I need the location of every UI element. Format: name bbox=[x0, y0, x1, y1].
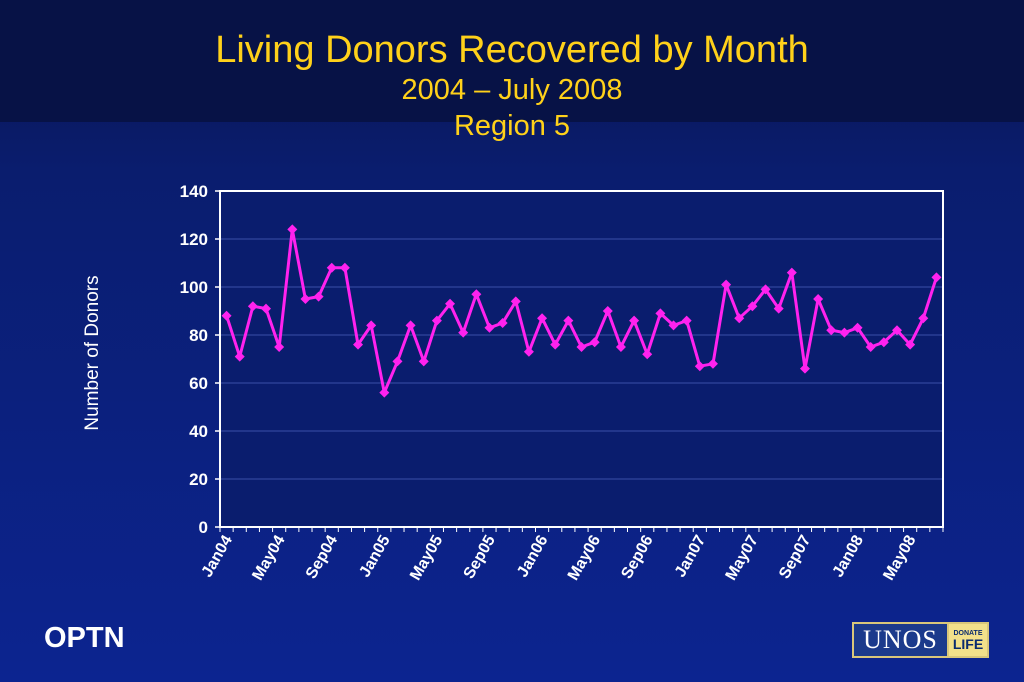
data-point bbox=[523, 346, 534, 357]
data-point bbox=[931, 272, 942, 283]
data-point bbox=[852, 322, 863, 333]
data-point bbox=[773, 303, 784, 314]
data-point bbox=[839, 327, 850, 338]
data-point bbox=[642, 349, 653, 360]
data-point bbox=[576, 342, 587, 352]
x-tick-label: May08 bbox=[880, 532, 919, 583]
donate-life-top: DONATE bbox=[953, 629, 983, 637]
data-point bbox=[484, 322, 495, 333]
data-point bbox=[786, 267, 797, 278]
data-point bbox=[891, 325, 902, 336]
data-point bbox=[826, 325, 837, 336]
data-point bbox=[431, 315, 442, 326]
unos-logo-text: UNOS bbox=[854, 624, 947, 656]
grid-lines bbox=[220, 191, 943, 527]
y-axis-label: Number of Donors bbox=[82, 275, 103, 431]
data-point bbox=[918, 313, 929, 324]
data-point bbox=[379, 387, 390, 398]
data-point bbox=[247, 301, 258, 312]
data-markers bbox=[221, 224, 942, 398]
data-point bbox=[747, 301, 758, 312]
data-point bbox=[813, 294, 824, 304]
donate-life-badge: DONATE LIFE bbox=[947, 624, 987, 656]
data-point bbox=[878, 337, 889, 348]
data-point bbox=[563, 315, 574, 326]
unos-logo: UNOS DONATE LIFE bbox=[852, 622, 989, 658]
chart-subtitle-region: Region 5 bbox=[453, 110, 571, 142]
donate-life-bottom: LIFE bbox=[952, 635, 984, 652]
data-point bbox=[760, 284, 771, 295]
data-point bbox=[366, 320, 377, 331]
title-block: Living Donors Recovered by Month 2004 – … bbox=[0, 28, 1024, 144]
data-point bbox=[721, 279, 732, 290]
y-tick-label: 140 bbox=[180, 182, 208, 201]
x-tick-label: Sep05 bbox=[461, 532, 499, 581]
data-point bbox=[234, 351, 245, 362]
data-point bbox=[392, 356, 403, 367]
data-point bbox=[261, 303, 272, 314]
x-tick-label: May05 bbox=[407, 532, 446, 583]
data-point bbox=[326, 262, 337, 273]
x-tick-label: Sep07 bbox=[776, 532, 814, 581]
optn-logo-text: OPTN bbox=[44, 622, 125, 654]
plot-background bbox=[220, 191, 943, 527]
plot-area bbox=[219, 190, 944, 528]
data-point bbox=[313, 291, 324, 302]
y-tick-label: 80 bbox=[189, 326, 208, 345]
data-point bbox=[799, 363, 810, 374]
data-point bbox=[300, 294, 311, 304]
data-point bbox=[707, 358, 718, 369]
x-tick-label: May07 bbox=[723, 532, 762, 583]
data-point bbox=[445, 298, 456, 309]
x-tick-label: Sep06 bbox=[618, 532, 656, 581]
data-point bbox=[681, 315, 692, 326]
axis-ticks bbox=[215, 190, 944, 532]
data-point bbox=[405, 320, 416, 331]
data-point bbox=[550, 339, 561, 350]
x-tick-label: Jan04 bbox=[199, 532, 236, 580]
chart-title: Living Donors Recovered by Month bbox=[215, 29, 809, 71]
data-point bbox=[339, 262, 350, 273]
y-tick-label: 20 bbox=[189, 470, 208, 489]
title-band bbox=[0, 0, 1024, 122]
x-tick-label: Sep04 bbox=[303, 532, 341, 581]
x-tick-label: May04 bbox=[249, 532, 288, 583]
y-tick-label: 120 bbox=[180, 230, 208, 249]
data-point bbox=[589, 337, 600, 348]
x-tick-label: Jan05 bbox=[356, 532, 393, 580]
data-point bbox=[629, 315, 640, 326]
data-point bbox=[865, 342, 876, 352]
y-tick-label: 100 bbox=[180, 278, 208, 297]
data-point bbox=[471, 289, 482, 300]
data-point bbox=[510, 296, 521, 307]
data-point bbox=[655, 308, 666, 319]
data-point bbox=[602, 306, 613, 316]
data-point bbox=[287, 224, 298, 235]
data-point bbox=[694, 361, 705, 372]
data-point bbox=[418, 356, 429, 367]
data-point bbox=[274, 342, 285, 352]
y-tick-label: 40 bbox=[189, 422, 208, 441]
data-point bbox=[497, 318, 508, 328]
data-point bbox=[221, 310, 232, 321]
data-point bbox=[458, 327, 469, 338]
data-point bbox=[668, 320, 679, 331]
y-tick-label: 0 bbox=[199, 518, 208, 537]
data-point bbox=[537, 313, 548, 324]
data-point bbox=[353, 339, 364, 350]
x-tick-label: Jan07 bbox=[672, 532, 709, 580]
x-tick-label: Jan08 bbox=[830, 532, 867, 580]
x-tick-label: May06 bbox=[565, 532, 604, 583]
data-point bbox=[615, 342, 626, 352]
data-point bbox=[734, 313, 745, 324]
data-point bbox=[905, 339, 916, 350]
x-tick-label: Jan06 bbox=[514, 532, 551, 580]
y-tick-label: 60 bbox=[189, 374, 208, 393]
chart-subtitle-years: 2004 – July 2008 bbox=[401, 74, 623, 106]
